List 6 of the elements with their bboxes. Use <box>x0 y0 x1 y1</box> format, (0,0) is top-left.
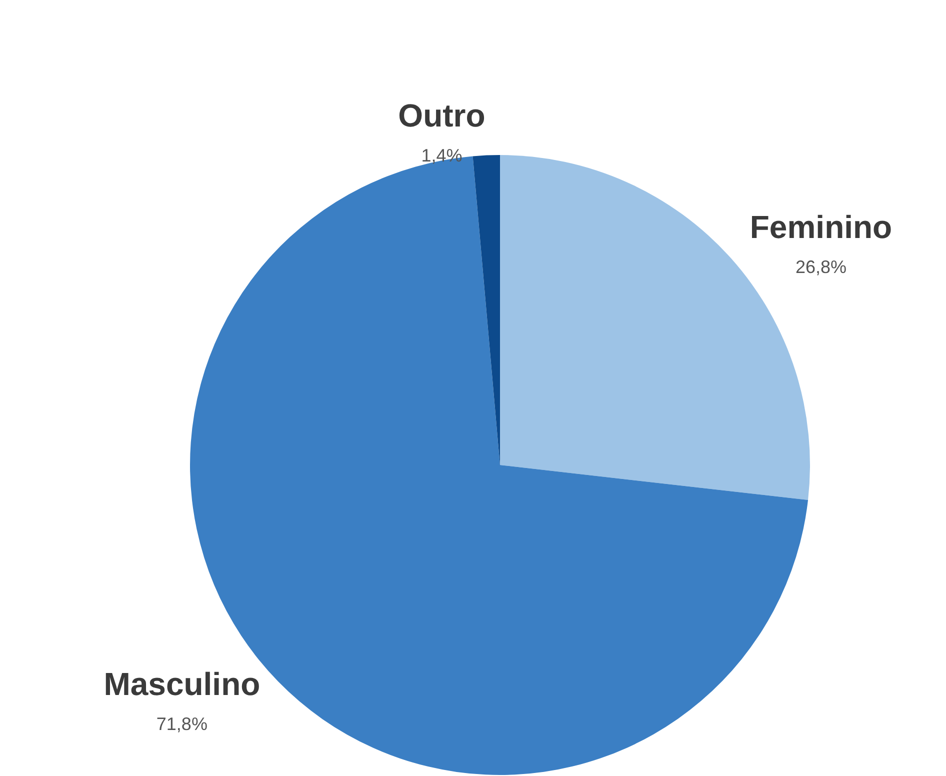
slice-label: Feminino <box>750 208 892 245</box>
slice-label: Masculino <box>104 666 260 702</box>
data-label: 1,4% <box>421 145 462 166</box>
slice-label: Outro <box>398 97 486 134</box>
data-label: 71,8% <box>156 714 208 734</box>
data-label: 26,8% <box>795 256 847 277</box>
